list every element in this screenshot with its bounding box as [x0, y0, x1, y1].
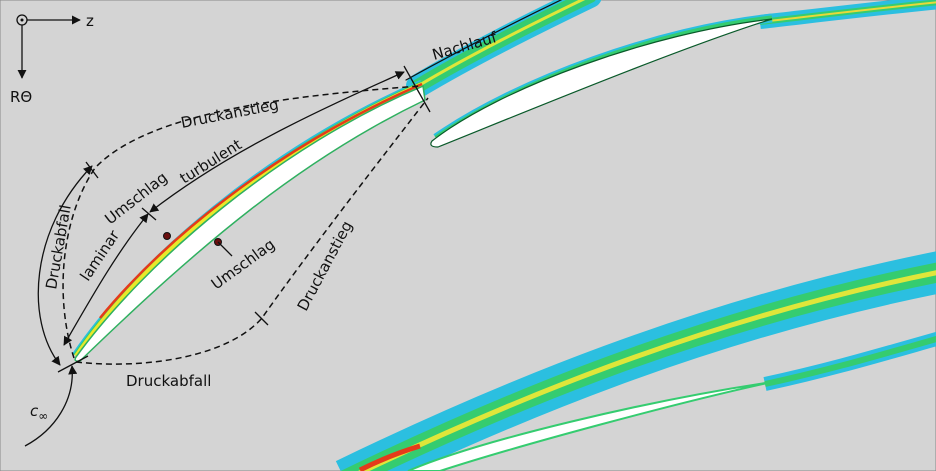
- leader-line: [217, 241, 233, 257]
- subscript: ∞: [38, 409, 48, 423]
- blade-upper: [430, 0, 936, 148]
- pressure-drop-arrow: [37, 165, 93, 366]
- wake-marker: [403, 65, 431, 113]
- axis-label: RΘ: [10, 88, 32, 106]
- inflow-arrow: [24, 365, 78, 447]
- lower-wake: [335, 251, 936, 471]
- transition-point: [163, 232, 171, 240]
- tick: [141, 207, 157, 221]
- label: Druckabfall: [126, 372, 211, 390]
- tick: [57, 355, 89, 373]
- tick: [254, 311, 269, 326]
- coordinate-icon: [16, 14, 81, 79]
- inflow-label: c∞: [30, 402, 48, 423]
- axis-label: z: [86, 12, 94, 30]
- blade-lower: [407, 381, 773, 471]
- symbol: c: [30, 402, 39, 420]
- turbulent-arrow: [149, 71, 405, 213]
- upper-wake: [405, 0, 602, 98]
